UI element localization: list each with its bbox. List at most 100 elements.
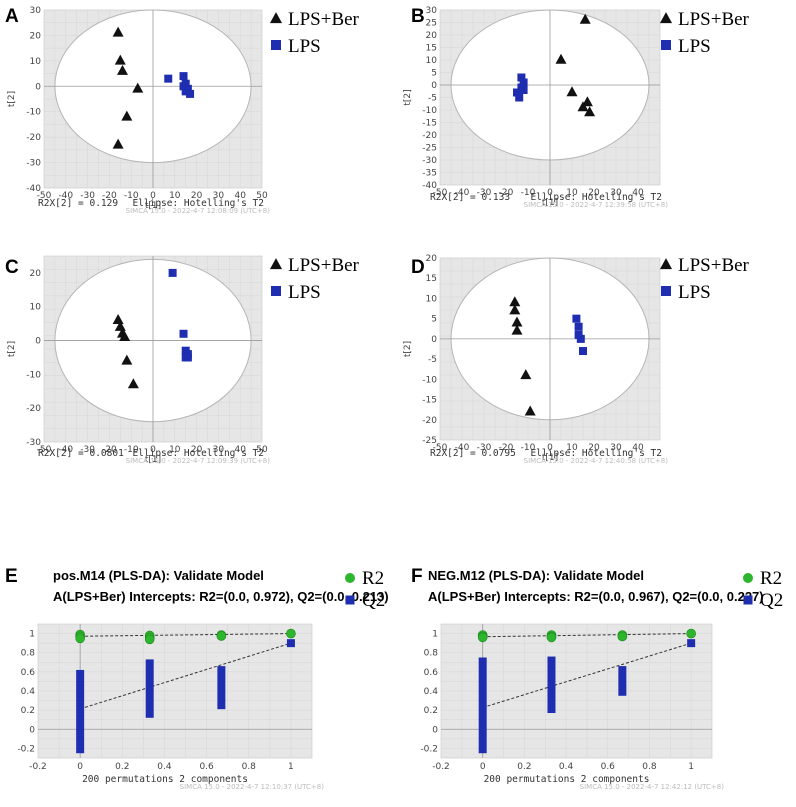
y-tick-label: 30 — [426, 6, 438, 16]
y-tick-label: -30 — [422, 156, 437, 166]
r2-point — [216, 631, 227, 641]
y-tick-label: 0.6 — [21, 668, 36, 678]
score-plot-b: -50 -40 -30 -20 -10 0 10 20 30 40-40-35-30-25-20-… — [403, 6, 750, 209]
x-tick-label: 0.4 — [559, 762, 574, 772]
lps-ber-point — [577, 101, 589, 112]
r2-point — [617, 631, 628, 642]
lps-point — [179, 82, 188, 91]
y-tick-label: 20 — [426, 254, 438, 264]
y-tick-label: -0.2 — [17, 744, 35, 754]
legend-square-icon — [661, 40, 671, 50]
r2x-readout: R2X[2] = 0.0795 — [430, 448, 516, 459]
legend-square-icon — [271, 40, 281, 50]
panel-letter: E — [5, 566, 18, 587]
y-tick-label: 0.6 — [424, 668, 439, 678]
x-tick-label: 0 — [480, 762, 486, 772]
lps-ber-point — [112, 138, 124, 149]
y-tick-label: 5 — [431, 315, 437, 325]
legend-label-q2: Q2 — [760, 590, 783, 611]
y-tick-label: -15 — [422, 119, 437, 129]
x-tick-label: -20 — [499, 443, 514, 453]
x-axis-label: t[1] — [542, 198, 558, 208]
y-tick-label: 15 — [426, 274, 437, 284]
y-tick-label: 20 — [30, 31, 42, 41]
panel-letter: A — [5, 6, 19, 27]
panel-letter: F — [411, 566, 423, 587]
y-tick-label: 10 — [426, 56, 438, 66]
legend-square-icon — [661, 286, 671, 296]
x-tick-label: -20 — [102, 191, 117, 201]
y-tick-label: 0.8 — [21, 649, 36, 659]
x-tick-label: -40 — [58, 191, 73, 201]
y-tick-label: 0.8 — [424, 649, 439, 659]
x-tick-label: 0 — [150, 191, 156, 201]
lps-ber-point — [509, 296, 521, 307]
y-tick-label: 0.4 — [21, 687, 36, 697]
simca-watermark: SIMCA 15.0 - 2022-4-7 12:09:39 (UTC+8) — [126, 457, 271, 465]
y-axis-label: t[2] — [403, 341, 413, 357]
ellipse-note: Ellipse: Hotelling's T2 — [132, 198, 264, 209]
y-axis-label: t[2] — [7, 91, 17, 107]
x-tick-label: 20 — [588, 443, 600, 453]
x-tick-label: -10 — [521, 188, 536, 198]
lps-ber-point — [127, 378, 139, 389]
y-tick-label: 0 — [35, 82, 41, 92]
x-tick-label: 0 — [547, 188, 553, 198]
legend-label-q2: Q2 — [362, 590, 385, 611]
x-tick-label: 0.8 — [642, 762, 657, 772]
y-tick-label: 0 — [29, 725, 35, 735]
score-plot-a: -50 -40 -30 -20 -10 0 10 20 30 40 50-40-30-20-1001… — [5, 6, 360, 215]
q2-permutation-bar — [478, 657, 487, 754]
legend-triangle-icon — [269, 12, 283, 24]
lps-ber-point — [555, 53, 567, 64]
y-axis-label: t[2] — [403, 89, 413, 105]
x-tick-label: -40 — [58, 445, 73, 455]
legend-label-lps: LPS — [288, 36, 321, 57]
x-tick-label: 0.8 — [242, 762, 257, 772]
x-tick-label: 30 — [610, 188, 622, 198]
score-plot-c: -50 -40 -30 -20 -10 0 10 20 30 40 50 -30 -20 -10 0 10 20… — [5, 255, 360, 465]
y-tick-label: 0 — [431, 335, 437, 345]
y-tick-label: 10 — [30, 303, 42, 313]
x-tick-label: 40 — [632, 188, 644, 198]
x-tick-label: 0 — [150, 445, 156, 455]
x-tick-label: -50 — [37, 445, 52, 455]
y-tick-label: 1 — [432, 630, 438, 640]
lps-point — [513, 88, 521, 97]
lps-point — [519, 86, 528, 94]
y-tick-label: -5 — [428, 94, 437, 104]
lps-point — [574, 322, 583, 331]
validation-subtitle: A(LPS+Ber) Intercepts: R2=(0.0, 0.972), … — [53, 589, 389, 604]
legend-label-lps: LPS — [678, 282, 711, 303]
lps-point — [519, 78, 528, 87]
simca-watermark: SIMCA 15.0 - 2022-4-7 12:42:12 (UTC+8) — [580, 783, 725, 791]
y-tick-label: -20 — [422, 416, 437, 426]
x-tick-label: 10 — [169, 191, 181, 201]
lps-ber-point — [116, 64, 128, 75]
y-tick-label: -20 — [26, 404, 41, 414]
y-tick-label: -40 — [26, 184, 41, 194]
q2-permutation-bar — [217, 666, 226, 710]
x-tick-label: 20 — [588, 188, 600, 198]
validation-plot-e: -0.2 0 0.2 0.4 0.6 0.8 1 -0.2 0 0.2 0.4 0.6 0.8 1 200 … — [5, 566, 389, 791]
validation-title: NEG.M12 (PLS-DA): Validate Model — [428, 568, 644, 583]
x-tick-label: 0 — [77, 762, 83, 772]
legend-triangle-icon — [659, 12, 673, 24]
x-tick-label: 0.2 — [115, 762, 129, 772]
y-tick-label: -40 — [422, 181, 437, 191]
x-tick-label: 0.4 — [157, 762, 172, 772]
ellipse-note: Ellipse: Hotelling's T2 — [132, 448, 264, 459]
lps-ber-point — [511, 324, 523, 335]
r2-point — [144, 634, 155, 645]
lps-ber-point — [112, 314, 124, 325]
lps-point — [572, 314, 581, 323]
x-tick-label: -20 — [102, 445, 117, 455]
y-tick-label: 0 — [432, 725, 438, 735]
y-tick-label: 15 — [426, 44, 437, 54]
y-tick-label: -15 — [422, 396, 437, 406]
legend-q2-icon — [345, 595, 355, 605]
q2-permutation-bar — [618, 666, 627, 696]
lps-point — [181, 87, 190, 96]
q2-point — [687, 639, 696, 648]
